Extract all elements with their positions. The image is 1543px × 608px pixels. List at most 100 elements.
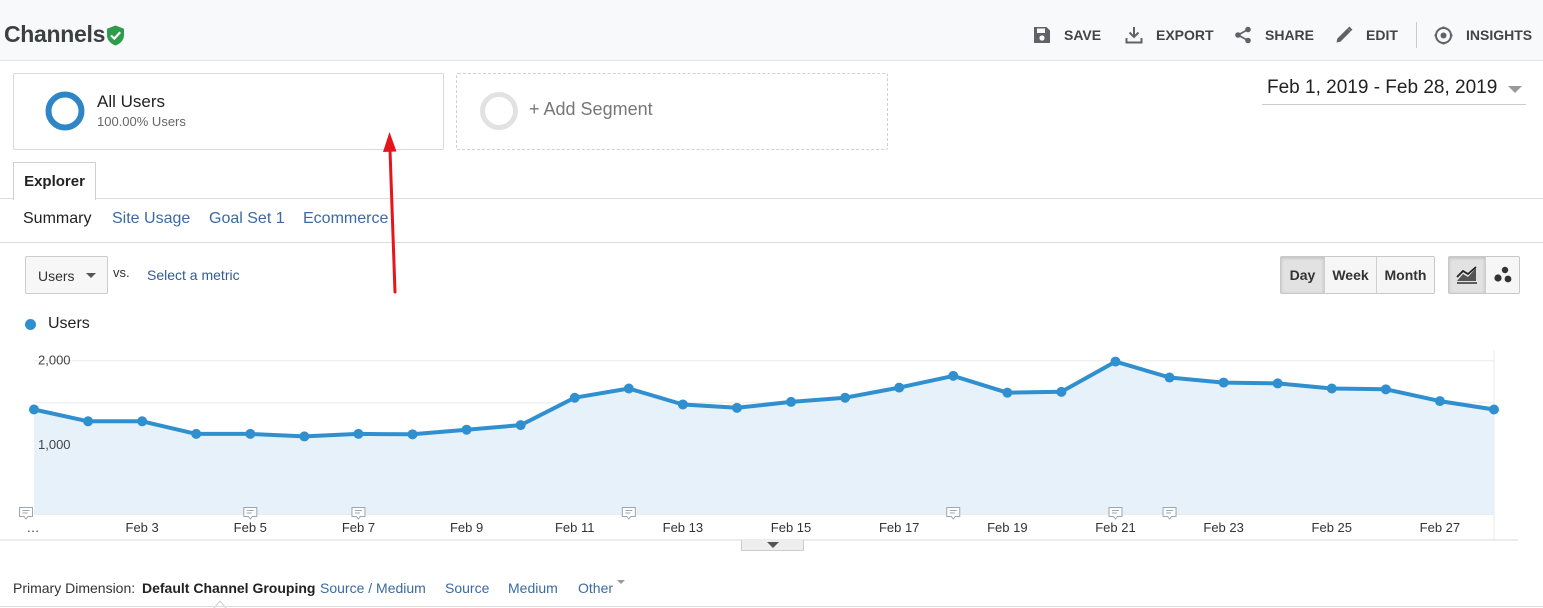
save-button[interactable]: SAVE [1033,24,1101,46]
annotation-marker-icon [621,507,636,520]
insights-label: INSIGHTS [1466,27,1533,43]
users-area-fill [34,361,1494,514]
annotation-marker-icon [243,507,258,520]
save-label: SAVE [1064,27,1102,43]
verified-shield-icon [107,25,124,46]
x-tick-label: Feb 3 [126,520,159,535]
page-title: Channels [4,21,106,47]
segment-all-users[interactable]: All Users 100.00% Users [13,73,444,150]
x-tick-label: Feb 5 [234,520,267,535]
share-button[interactable]: SHARE [1234,24,1314,46]
data-point [569,392,580,403]
vs-label: vs. [113,265,130,280]
export-button[interactable]: EXPORT [1125,24,1214,46]
data-point [1218,377,1229,388]
edit-button[interactable]: EDIT [1335,24,1398,46]
dimension-other-label: Other [578,580,614,596]
tab-divider [0,198,1543,199]
subtab-site-usage[interactable]: Site Usage [112,210,191,227]
dimension-source[interactable]: Source [445,580,490,596]
insights-button[interactable]: INSIGHTS [1434,24,1532,46]
data-point [1489,404,1499,415]
segment-percentage: 100.00% Users [97,114,186,129]
annotation-marker-icon [1108,507,1123,520]
select-metric-link[interactable]: Select a metric [147,267,240,283]
dimension-default-channel-grouping[interactable]: Default Channel Grouping [142,580,316,596]
data-point [731,402,742,413]
x-tick-label: Feb 19 [987,520,1027,535]
edit-label: EDIT [1366,27,1398,43]
caret-down-icon [617,580,626,584]
data-point [677,399,688,410]
x-tick-label: … [27,520,40,535]
x-tick-label: Feb 27 [1420,520,1460,535]
x-tick-label: Feb 13 [663,520,703,535]
granularity-day-button[interactable]: Day [1281,257,1324,293]
pencil-icon [1336,26,1353,43]
metric-dropdown[interactable]: Users [25,256,108,294]
granularity-month-button[interactable]: Month [1376,257,1434,293]
x-tick-label: Feb 15 [771,520,811,535]
motion-chart-button[interactable] [1485,257,1519,293]
chart-collapse-handle[interactable] [741,540,804,551]
data-point [191,428,202,439]
granularity-week-button[interactable]: Week [1324,257,1376,293]
chart-type-toggle [1448,256,1520,294]
add-segment-button[interactable]: + Add Segment [456,73,888,150]
segment-name: All Users [97,92,166,111]
dimension-other-dropdown[interactable]: Other [578,580,626,596]
download-icon [1125,27,1143,44]
data-point [83,416,94,427]
subtab-ecommerce[interactable]: Ecommerce [303,210,389,227]
annotation-marker-icon [19,507,33,520]
empty-segment-ring-icon [480,92,518,130]
toolbar-divider [1416,22,1417,48]
data-point [894,382,905,393]
data-point [461,424,472,435]
line-chart-icon [1456,266,1477,284]
red-arrow-head-icon [383,132,397,152]
share-label: SHARE [1265,27,1315,43]
dimension-medium[interactable]: Medium [508,580,558,596]
x-tick-label: Feb 11 [555,520,595,535]
metric-dropdown-value: Users [38,268,75,284]
dimension-source-medium[interactable]: Source / Medium [320,580,426,596]
y-tick-label: 2,000 [38,353,71,368]
x-tick-label: Feb 23 [1203,520,1243,535]
x-tick-label: Feb 7 [342,520,375,535]
primary-dimension-label: Primary Dimension: [13,580,136,596]
data-point [245,428,256,439]
data-point [840,392,851,403]
data-point [786,396,797,407]
data-point [29,404,39,415]
bubble-chart-icon [1493,266,1511,283]
subtab-summary[interactable]: Summary [23,210,92,227]
data-point [1326,383,1337,394]
annotation-marker-icon [351,507,366,520]
red-arrow-shaft [388,148,397,294]
segment-ring-icon [45,91,85,131]
data-point [1164,372,1175,383]
annotation-marker-icon [1162,507,1177,520]
data-point [1272,378,1283,389]
x-tick-label: Feb 25 [1312,520,1352,535]
data-point [623,383,634,394]
x-tick-label: Feb 9 [450,520,483,535]
legend-swatch [25,318,36,330]
granularity-toggle: Day Week Month [1280,256,1435,294]
chart-legend: Users [25,315,90,333]
tab-explorer[interactable]: Explorer [13,162,96,200]
subtab-goal-set-1[interactable]: Goal Set 1 [209,210,285,227]
share-icon [1235,26,1251,44]
data-point [515,420,526,431]
subtab-divider [0,242,1543,243]
report-header: Channels SAVE EXPORT SHARE EDIT INSIGHTS [0,0,1543,61]
caret-down-icon [86,273,96,278]
data-point [1380,384,1391,395]
dimension-divider [0,606,1543,607]
line-chart-button[interactable] [1449,257,1485,293]
x-tick-label: Feb 17 [879,520,919,535]
annotation-marker-icon [946,507,961,520]
date-range-picker[interactable]: Feb 1, 2019 - Feb 28, 2019 [1262,75,1526,105]
